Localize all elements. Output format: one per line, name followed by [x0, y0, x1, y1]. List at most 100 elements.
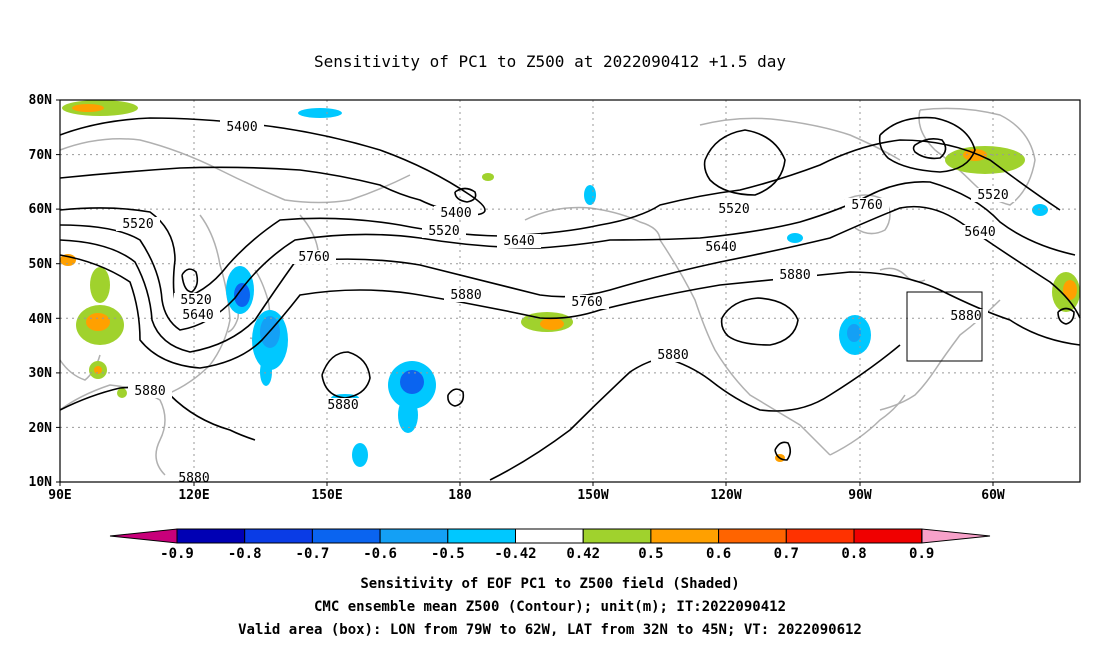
- colorbar-swatch: [650, 528, 720, 544]
- shade-negative-japan-1-core: [234, 283, 250, 307]
- colorbar-label: 0.9: [909, 546, 934, 562]
- contour-label-bg: [128, 384, 172, 398]
- colorbar-label: -0.6: [363, 546, 397, 562]
- colorbar-swatch: [785, 528, 855, 544]
- contour-label: 5520: [428, 224, 459, 239]
- contour-label-bg: [565, 295, 609, 309]
- contour-label-bg: [699, 240, 743, 254]
- coastline-asia-north: [59, 138, 411, 204]
- shade-negative-pacific-1-core: [400, 370, 424, 394]
- lat-tick-label: 30N: [29, 366, 53, 381]
- shade-negative-us-core: [847, 324, 861, 342]
- shade-positive-greenland: [945, 146, 1025, 174]
- shade-positive-arctic-asia-core: [72, 104, 104, 112]
- colorbar-swatch: [447, 528, 516, 544]
- shade-negative-pacific-2: [398, 397, 418, 433]
- lon-tick-label: 150E: [311, 488, 342, 503]
- map-frame: [59, 99, 1081, 483]
- contour-label-bg: [220, 120, 264, 134]
- lon-tick-label: 90E: [48, 488, 71, 503]
- contour-5880-south: [489, 344, 901, 481]
- colorbar-label: -0.8: [228, 546, 262, 562]
- shade-positive-asia-1: [90, 267, 110, 303]
- contour-label: 5640: [182, 308, 213, 323]
- contour-label: 5880: [134, 384, 165, 399]
- contour-label-bg: [651, 348, 695, 362]
- coastline-alaska: [524, 206, 661, 241]
- figure-title: Sensitivity of PC1 to Z500 at 2022090412…: [314, 52, 786, 71]
- contour-5400-loop: [454, 187, 477, 203]
- colorbar-label: -0.42: [494, 546, 536, 562]
- lat-tick-label: 40N: [29, 312, 53, 327]
- lat-tick-label: 10N: [29, 475, 53, 490]
- caption-line-1: Sensitivity of EOF PC1 to Z500 field (Sh…: [360, 576, 739, 592]
- contour-label: 5400: [440, 206, 471, 221]
- shade-negative-canada: [787, 233, 803, 243]
- contour-5880: [59, 254, 1081, 369]
- lon-tick-label: 120W: [710, 488, 741, 503]
- contour-label: 5520: [122, 217, 153, 232]
- contour-5520-loop: [181, 268, 199, 293]
- contour-label-bg: [422, 224, 466, 238]
- shade-positive-greenland-core: [963, 149, 987, 161]
- contour-5520-greenland: [878, 116, 976, 173]
- colorbar-swatch: [515, 528, 584, 544]
- shade-positive-atlantic-core: [1063, 280, 1077, 300]
- colorbar: -0.9 -0.8 -0.7 -0.6 -0.5 -0.42 0.42 0.5 0.6 0.7 0.…: [109, 528, 991, 562]
- lon-tick-label: 120E: [178, 488, 209, 503]
- contour-5760: [59, 205, 1081, 353]
- contour-label: 5400: [226, 120, 257, 135]
- colorbar-label: 0.6: [706, 546, 731, 562]
- colorbar-high-end-triangle: [921, 528, 991, 544]
- lat-tick-label: 50N: [29, 257, 53, 272]
- coastline-greenland: [918, 107, 1036, 206]
- colorbar-label: -0.7: [296, 546, 330, 562]
- latitude-labels: 80N 70N 60N 50N 40N 30N 20N 10N: [29, 93, 53, 490]
- coastline-china: [164, 214, 231, 396]
- caption-line-2: CMC ensemble mean Z500 (Contour); unit(m…: [314, 599, 786, 615]
- contour-label-bg: [773, 268, 817, 282]
- shade-negative-japan-3: [260, 358, 272, 386]
- colorbar-label: 0.7: [774, 546, 799, 562]
- map-panel: 5400 5400 5520 5520 5520 5520 5520 5640 …: [29, 93, 1081, 503]
- contour-label-bg: [971, 188, 1015, 202]
- contour-label: 5520: [977, 188, 1008, 203]
- contour-label: 5760: [571, 295, 602, 310]
- colorbar-label: 0.5: [638, 546, 663, 562]
- colorbar-low-end-triangle: [109, 528, 178, 544]
- contour-5520-greenland-inner: [912, 138, 947, 160]
- contour-label: 5520: [180, 293, 211, 308]
- colorbar-swatch: [582, 528, 652, 544]
- contour-5880-atlantic: [1057, 307, 1075, 325]
- colorbar-swatch: [311, 528, 381, 544]
- contour-5520-hudson: [703, 129, 786, 196]
- contour-label-bg: [321, 398, 365, 412]
- contour-label-bg: [497, 234, 541, 248]
- contour-label-bg: [958, 225, 1002, 239]
- colorbar-swatch: [379, 528, 449, 544]
- colorbar-label: 0.42: [566, 546, 600, 562]
- shade-negative-atlantic: [1032, 204, 1048, 216]
- colorbar-swatches: [176, 528, 923, 544]
- shade-positive-asia-3-core: [94, 366, 102, 374]
- shade-positive-north-pacific-core: [540, 318, 564, 330]
- lat-tick-label: 20N: [29, 421, 53, 436]
- contour-label: 5760: [851, 198, 882, 213]
- lat-tick-label: 60N: [29, 202, 53, 217]
- contour-label-bg: [712, 202, 756, 216]
- contour-label-bg: [172, 472, 216, 482]
- sensitivity-shading: [60, 100, 1080, 467]
- longitude-labels: 90E 120E 150E 180 150W 120W 90W 60W: [48, 488, 1005, 503]
- colorbar-label: 0.8: [841, 546, 866, 562]
- lon-tick-label: 60W: [981, 488, 1005, 503]
- tick-marks: [56, 99, 994, 486]
- contour-label: 5880: [950, 309, 981, 324]
- shade-positive-asia-5: [117, 388, 127, 398]
- contour-label-bg: [434, 206, 478, 220]
- coastline-north-america-east: [879, 299, 1001, 411]
- coastline-southeast-asia: [59, 384, 166, 476]
- contour-label-bg: [174, 293, 218, 307]
- shade-positive-bering: [482, 173, 494, 181]
- lon-tick-label: 150W: [577, 488, 608, 503]
- contour-label: 5880: [327, 398, 358, 413]
